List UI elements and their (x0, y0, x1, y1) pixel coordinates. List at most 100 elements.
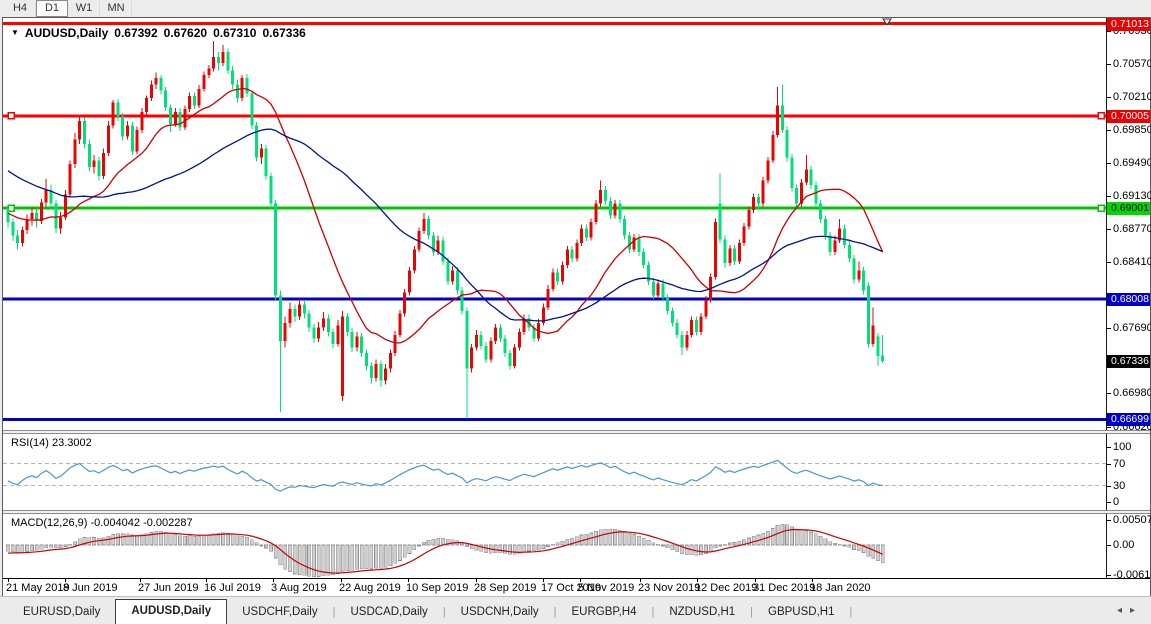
date-label: 12 Dec 2019 (695, 582, 758, 594)
price-axis[interactable]: 0.70930 0.70570 0.70210 0.69850 0.69490 0.691… (1106, 18, 1151, 581)
axis-tick-mark (1107, 575, 1111, 576)
chart-tab-gbpusd[interactable]: GBPUSD,H1 (768, 606, 835, 618)
macd-histogram-bar (297, 544, 302, 576)
macd-histogram-bar (364, 544, 369, 570)
macd-histogram-bar (202, 535, 206, 546)
candle-body (451, 270, 455, 282)
macd-histogram-bar (818, 535, 823, 546)
candle-body (766, 160, 770, 181)
candle-body (398, 313, 402, 335)
chart-tab-usdcad[interactable]: USDCAD,Daily (350, 606, 428, 618)
candle-body (833, 240, 837, 253)
rsi-tick-label: 70 (1113, 458, 1126, 470)
rsi-pane[interactable]: RSI(14) 23.3002 (3, 434, 1106, 510)
timeframe-button-w1[interactable]: W1 (68, 0, 100, 17)
candle-body (278, 295, 282, 342)
rsi-canvas[interactable] (3, 434, 1106, 510)
chart-tab-audusd[interactable]: AUDUSD,Daily (115, 599, 228, 624)
candle-body (637, 237, 641, 253)
candle-body (192, 96, 196, 106)
tab-scroll-left-icon[interactable]: ◂ (1116, 605, 1130, 616)
chart-shift-icon[interactable] (882, 18, 892, 26)
macd-histogram-bar (393, 544, 398, 564)
macd-histogram-bar (159, 530, 163, 546)
main-price-pane[interactable] (3, 18, 1106, 430)
timeframe-button-h4[interactable]: H4 (4, 0, 36, 17)
time-axis[interactable]: 21 May 2019 8 Jun 2019 27 Jun 2019 16 Jul 2… (3, 579, 1150, 596)
macd-histogram-bar (49, 544, 53, 548)
macd-histogram-bar (259, 544, 264, 547)
date-label: 21 May 2019 (6, 582, 70, 594)
macd-histogram-bar (627, 533, 632, 546)
tab-scroll-right-icon[interactable]: ▸ (1129, 605, 1143, 616)
candle-body (756, 197, 760, 204)
date-label: 22 Aug 2019 (339, 582, 401, 594)
candle-body (44, 189, 48, 203)
candle-body (326, 318, 330, 333)
macd-histogram-bar (20, 544, 25, 553)
macd-histogram-bar (746, 537, 751, 546)
chart-tab-usdcnh[interactable]: USDCNH,Daily (460, 606, 539, 618)
macd-pane[interactable]: MACD(12,26,9) -0.004042 -0.002287 (3, 514, 1106, 578)
candle-body (560, 265, 564, 282)
macd-histogram-bar (441, 537, 445, 546)
candle-body (235, 84, 239, 99)
candle-body (178, 111, 182, 128)
candle-body (403, 292, 407, 314)
chart-symbol-label: AUDUSD,Daily (24, 26, 109, 40)
macd-histogram-bar (775, 525, 780, 546)
pane-splitter[interactable] (3, 430, 1150, 434)
candle-body (102, 153, 106, 177)
macd-histogram-bar (598, 529, 603, 546)
macd-histogram-bar (751, 535, 756, 546)
date-label: 5 Nov 2019 (578, 582, 635, 594)
timeframe-button-d1[interactable]: D1 (36, 0, 68, 17)
line-handle[interactable] (1097, 112, 1105, 120)
macd-canvas[interactable] (3, 514, 1106, 578)
candle-body (73, 139, 77, 165)
macd-histogram-bar (63, 544, 68, 547)
candle-body (212, 56, 216, 69)
candle-body (312, 327, 316, 339)
candle-body (269, 176, 273, 204)
candle-body (350, 332, 354, 348)
tab-separator: | (849, 606, 853, 618)
candle-body (881, 355, 885, 361)
chart-tab-eurgbp[interactable]: EURGBP,H4 (571, 606, 637, 618)
macd-histogram-bar (828, 541, 833, 546)
macd-histogram-bar (531, 544, 536, 552)
candle-body (369, 365, 373, 378)
chart-tab-nzdusd[interactable]: NZDUSD,H1 (669, 606, 736, 618)
macd-histogram-bar (699, 544, 704, 556)
macd-histogram-bar (574, 536, 579, 546)
timeframe-button-mn[interactable]: MN (100, 0, 132, 17)
candle-body (623, 219, 627, 236)
chart-tab-usdchf[interactable]: USDCHF,Daily (242, 606, 318, 618)
macd-histogram-bar (307, 544, 312, 577)
candle-body (804, 169, 808, 183)
candle-body (613, 203, 617, 216)
axis-tick-mark (1107, 229, 1111, 230)
candle-body (847, 244, 851, 259)
price-chart-canvas[interactable] (3, 18, 1106, 430)
candle-body (814, 185, 818, 204)
macd-histogram-bar (541, 544, 546, 549)
line-handle[interactable] (7, 112, 15, 120)
candle-body (183, 109, 187, 128)
candle-body (35, 212, 39, 222)
rsi-line (7, 459, 883, 492)
macd-histogram-bar (273, 544, 278, 559)
candle-body (728, 248, 732, 264)
candle-body (670, 310, 674, 323)
macd-histogram-bar (417, 544, 421, 547)
pane-splitter[interactable] (3, 510, 1150, 514)
date-label: 23 Nov 2019 (638, 582, 701, 594)
symbol-dropdown-icon[interactable]: ▼ (11, 28, 19, 37)
macd-histogram-bar (608, 529, 613, 546)
candle-body (570, 249, 574, 259)
line-handle[interactable] (1097, 204, 1105, 212)
chart-tab-eurusd[interactable]: EURUSD,Daily (23, 606, 101, 618)
macd-histogram-bar (82, 537, 87, 546)
candle-body (106, 125, 110, 154)
